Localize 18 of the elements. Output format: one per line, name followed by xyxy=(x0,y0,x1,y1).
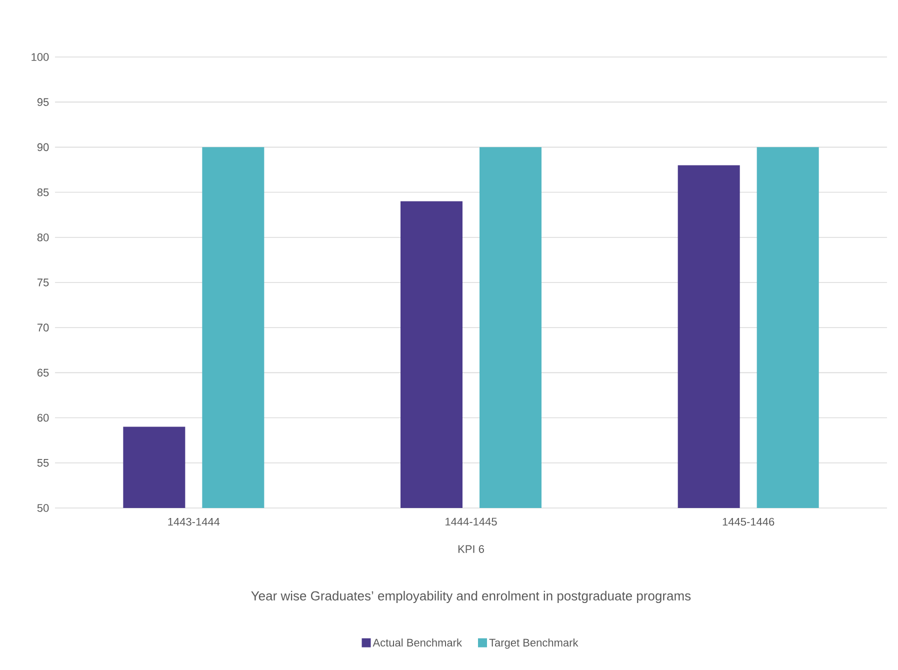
y-tick-label: 50 xyxy=(37,504,49,512)
y-tick-label: 100 xyxy=(32,53,49,61)
legend-label: Actual Benchmark xyxy=(372,638,462,647)
x-tick-label: 1444-1445 xyxy=(446,518,497,526)
y-tick-label: 75 xyxy=(37,278,49,286)
x-tick-label: 1443-1444 xyxy=(168,518,220,526)
y-tick-label: 85 xyxy=(37,188,49,196)
y-tick-label: 55 xyxy=(37,459,49,467)
y-tick-label: 70 xyxy=(37,324,49,332)
y-tick-label: 90 xyxy=(37,143,49,152)
x-tick-label: 1445-1446 xyxy=(722,518,774,526)
text: Year wise Graduates’ employability and enrolment in postgraduate programs xyxy=(251,590,691,604)
y-tick-label: 95 xyxy=(37,98,49,106)
legend-label: Target Benchmark xyxy=(489,638,578,649)
y-tick-label: 65 xyxy=(37,368,49,377)
y-tick-label: 60 xyxy=(37,414,49,422)
x-axis-title: KPI 6 xyxy=(458,545,484,553)
y-tick-label: 80 xyxy=(37,233,49,242)
